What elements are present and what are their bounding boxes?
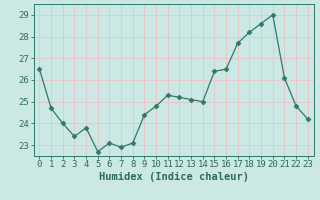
X-axis label: Humidex (Indice chaleur): Humidex (Indice chaleur) bbox=[99, 172, 249, 182]
